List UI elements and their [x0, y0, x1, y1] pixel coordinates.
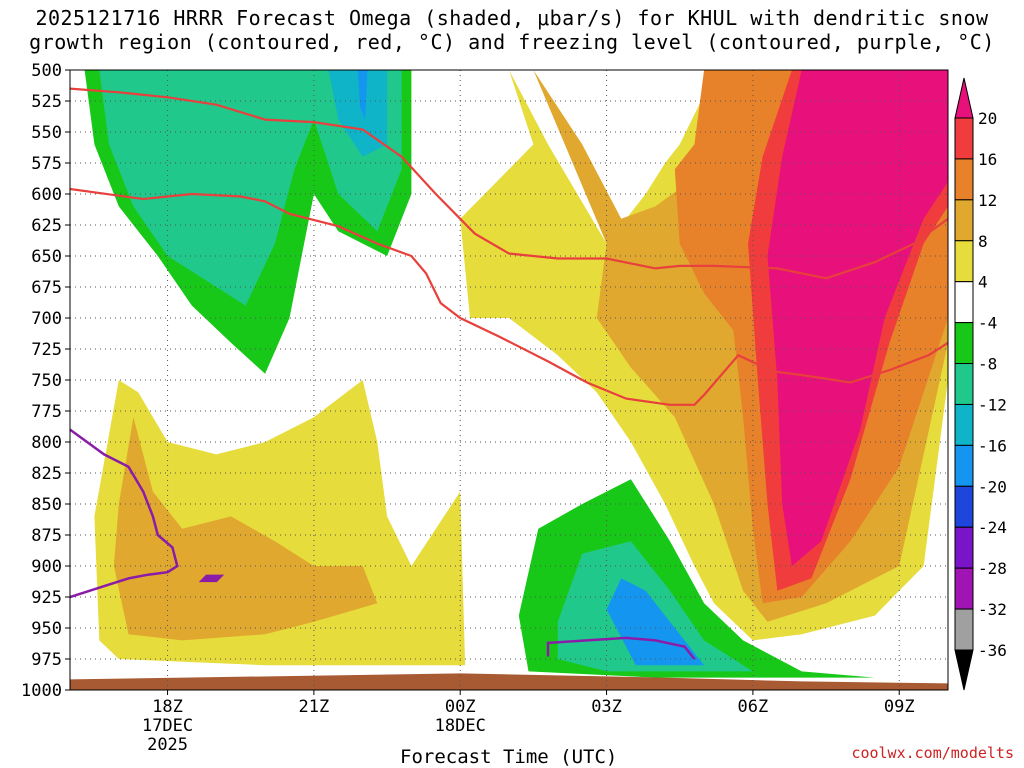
ground-terrain	[70, 673, 948, 690]
x-tick-label: 06Z	[738, 697, 769, 717]
colorbar-label: -24	[978, 518, 1007, 537]
y-tick-label: 575	[31, 154, 62, 174]
y-tick-label: 700	[31, 309, 62, 329]
y-tick-label: 800	[31, 433, 62, 453]
colorbar-label: -16	[978, 436, 1007, 455]
colorbar-swatch	[954, 117, 974, 160]
y-tick-label: 550	[31, 123, 62, 143]
colorbar-swatch	[954, 567, 974, 610]
colorbar-swatch	[954, 526, 974, 569]
x-tick-year: 2025	[147, 735, 188, 755]
colorbar-label: 8	[978, 232, 988, 251]
y-tick-label: 975	[31, 650, 62, 670]
omega-region-lower-left-orange	[113, 417, 378, 641]
colorbar-swatch	[954, 485, 974, 528]
colorbar-swatch	[954, 444, 974, 487]
colorbar-label: -12	[978, 395, 1007, 414]
x-tick-label: 09Z	[884, 697, 915, 717]
colorbar-swatch	[954, 322, 974, 365]
freezing-contour-freezing-low	[546, 636, 696, 660]
y-tick-label: 900	[31, 557, 62, 577]
colorbar-label: -32	[978, 600, 1007, 619]
credit-link[interactable]: coolwx.com/modelts	[851, 744, 1014, 762]
colorbar-swatch	[954, 240, 974, 283]
colorbar-label: 16	[978, 150, 997, 169]
colorbar-swatch	[954, 281, 974, 324]
y-tick-label: 925	[31, 588, 62, 608]
y-tick-label: 750	[31, 371, 62, 391]
colorbar-label: -4	[978, 314, 997, 333]
y-tick-label: 625	[31, 216, 62, 236]
colorbar-swatch	[954, 403, 974, 446]
y-tick-label: 725	[31, 340, 62, 360]
y-tick-label: 525	[31, 92, 62, 112]
chart-title: 2025121716 HRRR Forecast Omega (shaded, …	[0, 6, 1024, 54]
x-tick-date: 18DEC	[435, 716, 486, 736]
colorbar-label: 12	[978, 191, 997, 210]
colorbar-label: 4	[978, 273, 988, 292]
y-tick-label: 600	[31, 185, 62, 205]
y-tick-label: 650	[31, 247, 62, 267]
y-axis: 500 525 550 575 600 625 650 675 700 725 750 775 800 8…	[21, 61, 70, 701]
y-tick-label: 875	[31, 526, 62, 546]
dendritic-contour-dgz-lower	[70, 187, 948, 406]
omega-region-lower-blue	[606, 578, 705, 666]
colorbar-label: -36	[978, 641, 1007, 660]
colorbar-swatch	[954, 199, 974, 242]
colorbar-swatch	[954, 158, 974, 201]
omega-region-upper-left-core	[99, 70, 402, 306]
y-tick-label: 950	[31, 619, 62, 639]
omega-region-descent-magenta	[767, 70, 948, 566]
x-axis-label: Forecast Time (UTC)	[400, 746, 618, 768]
chart-title-line1: 2025121716 HRRR Forecast Omega (shaded, …	[35, 6, 989, 30]
y-tick-label: 775	[31, 402, 62, 422]
omega-region-upper-blue	[357, 70, 368, 120]
y-tick-label: 500	[31, 61, 62, 81]
colorbar-label: -28	[978, 559, 1007, 578]
freezing-contour-freezing-loop	[198, 574, 225, 583]
x-tick-label: 21Z	[299, 697, 330, 717]
y-tick-label: 850	[31, 495, 62, 515]
colorbar-arrow-top	[954, 77, 974, 119]
y-tick-label: 825	[31, 464, 62, 484]
colorbar: 20 16 12 8 4 -4 -8 -12 -16 -20 -24 -28 -32 -36	[954, 77, 1007, 691]
x-tick-label: 00Z	[445, 697, 476, 717]
x-tick-label: 03Z	[591, 697, 622, 717]
colorbar-label: 20	[978, 109, 997, 128]
colorbar-swatch	[954, 608, 974, 651]
colorbar-arrow-bottom	[954, 649, 974, 691]
colorbar-swatch	[954, 363, 974, 405]
omega-shading	[70, 70, 948, 690]
freezing-contour-freezing-left	[70, 428, 179, 599]
colorbar-label: -8	[978, 355, 997, 374]
y-tick-label: 675	[31, 278, 62, 298]
x-tick-label: 18Z	[152, 697, 183, 717]
colorbar-label: -20	[978, 477, 1007, 496]
contour-lines	[70, 87, 948, 660]
x-tick-date: 17DEC	[142, 716, 193, 736]
grid-lines	[70, 70, 948, 690]
y-tick-label: 1000	[21, 681, 62, 701]
dendritic-contour-dgz-upper	[70, 87, 948, 280]
chart-title-line2: growth region (contoured, red, °C) and f…	[29, 30, 995, 54]
